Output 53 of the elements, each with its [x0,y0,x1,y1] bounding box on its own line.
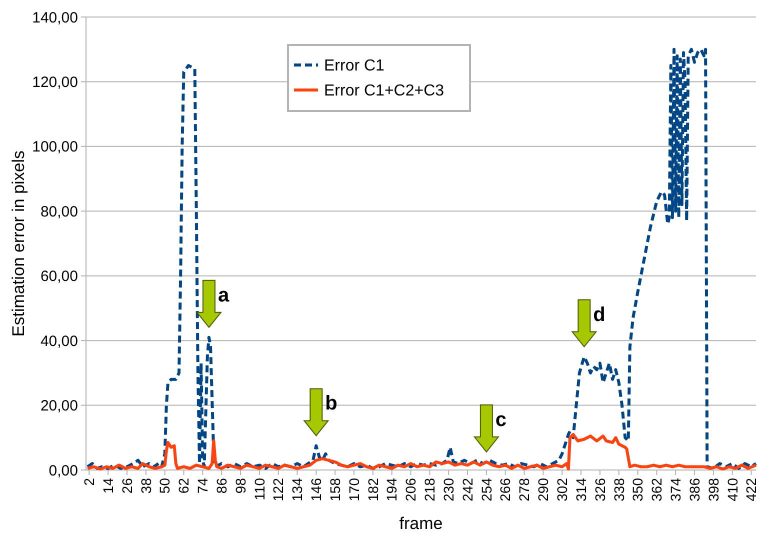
y-tick-label: 80,00 [40,203,78,220]
x-tick-label: 422 [743,478,758,502]
x-tick-label: 326 [592,478,608,502]
y-tick-label: 100,00 [32,138,78,156]
annotation: c [495,408,507,431]
x-tick-label: 134 [289,478,306,502]
x-tick-label: 170 [346,478,362,502]
x-tick-label: 266 [497,478,514,502]
x-tick-label: 50 [156,478,173,494]
x-tick-label: 2 [81,478,98,486]
x-tick-label: 182 [364,478,381,502]
x-tick-label: 110 [251,478,268,500]
x-tick-label: 350 [630,478,646,502]
annotation: b [325,392,338,415]
x-tick-label: 206 [402,478,419,502]
x-tick-label: 122 [270,478,286,502]
x-tick-label: 14 [100,478,116,494]
x-tick-label: 302 [554,478,570,502]
line-series [86,432,758,471]
annotation: d [593,304,606,326]
x-tick-label: 158 [326,478,343,502]
x-tick-label: 74 [194,478,211,494]
x-tick-label: 338 [610,478,627,502]
y-tick-label: 140,00 [32,9,78,26]
x-tick-label: 26 [118,478,135,494]
x-tick-label: 386 [686,478,702,502]
x-tick-label: 278 [516,478,532,502]
y-axis-title: Estimation error in pixels [8,150,28,337]
x-tick-label: 254 [478,478,494,502]
x-tick-label: 62 [176,478,192,494]
y-tick-label: 120,00 [32,74,78,91]
x-tick-label: 374 [668,478,684,502]
x-tick-label: 194 [384,478,400,502]
x-tick-label: 290 [535,478,552,502]
x-axis-title: frame [399,514,443,533]
x-tick-label: 362 [648,478,665,502]
annotation: a [218,284,230,306]
x-tick-label: 230 [440,478,456,502]
legend-label: Error C1 [324,58,385,75]
x-tick-label: 242 [459,478,476,502]
x-tick-label: 86 [213,478,230,494]
y-tick-label: 60,00 [40,268,78,286]
x-tick-label: 314 [572,478,589,502]
y-tick-label: 20,00 [40,398,78,415]
x-tick-label: 218 [422,478,438,502]
x-tick-label: 38 [138,478,154,494]
y-tick-label: 40,00 [40,332,78,350]
x-tick-label: 398 [705,478,722,502]
legend-label: Error C1+C2+C3 [324,82,444,100]
x-tick-label: 146 [308,478,324,502]
x-tick-label: 98 [232,478,248,494]
x-tick-label: 410 [724,478,740,502]
y-tick-label: 0,00 [48,462,78,480]
